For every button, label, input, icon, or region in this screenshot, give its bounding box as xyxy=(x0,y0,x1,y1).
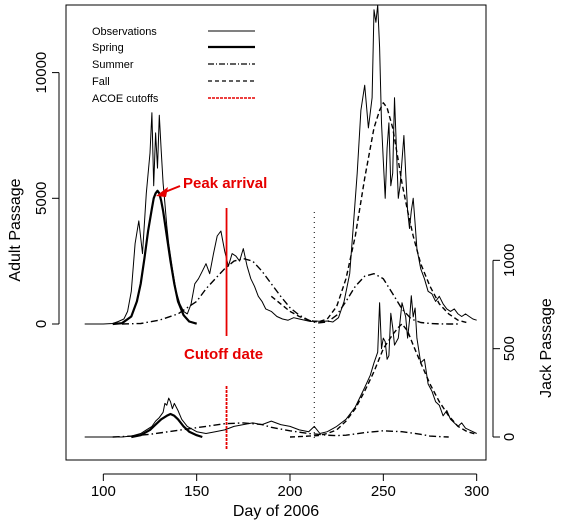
jack-summer-series xyxy=(112,422,449,438)
y-left-tick-label: 0 xyxy=(33,320,50,328)
y-right-tick-label: 500 xyxy=(501,336,518,361)
y-left-tick-label: 5000 xyxy=(33,182,50,215)
y-axis-left-title: Adult Passage xyxy=(7,178,24,281)
legend-label-acoe-cutoffs: ACOE cutoffs xyxy=(92,93,159,105)
y-right-tick-label: 1000 xyxy=(501,244,518,277)
annotation-cutoff-date: Cutoff date xyxy=(184,346,263,363)
legend-label-fall: Fall xyxy=(92,76,110,88)
legend: Observations Spring Summer Fall ACOE cut… xyxy=(92,26,255,105)
x-tick-label: 150 xyxy=(184,483,209,500)
annotation-peak-arrival: Peak arrival xyxy=(183,175,267,192)
legend-label-observations: Observations xyxy=(92,26,157,38)
series-layer xyxy=(84,4,477,439)
legend-label-spring: Spring xyxy=(92,42,124,54)
jack-fall-series xyxy=(289,323,477,438)
plot-frame xyxy=(65,4,487,461)
legend-label-summer: Summer xyxy=(92,59,134,71)
x-axis: 100 150 200 250 300 xyxy=(91,473,489,500)
jack-spring-series xyxy=(131,412,203,439)
peak-arrival-arrowhead xyxy=(156,187,168,197)
x-tick-label: 250 xyxy=(371,483,396,500)
adult-observations-series xyxy=(84,4,477,325)
jack-observations-series xyxy=(84,295,477,438)
x-tick-label: 100 xyxy=(91,483,116,500)
x-tick-label: 200 xyxy=(277,483,302,500)
adult-fall-series xyxy=(270,102,468,324)
cutoff-layer xyxy=(225,208,315,450)
y-right-tick-label: 0 xyxy=(501,433,518,441)
y-axis-left: 0 5000 10000 xyxy=(33,52,60,328)
y-axis-right-title: Jack Passage xyxy=(538,298,555,398)
y-left-tick-label: 10000 xyxy=(33,52,50,94)
x-tick-label: 300 xyxy=(464,483,489,500)
y-axis-right: 0 500 1000 xyxy=(492,244,518,441)
x-axis-title: Day of 2006 xyxy=(233,503,319,520)
adult-spring-series xyxy=(112,189,198,326)
